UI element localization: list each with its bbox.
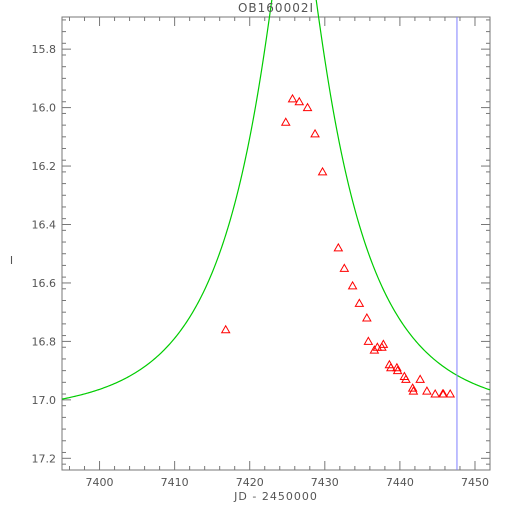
data-point bbox=[438, 389, 449, 398]
x-tick-label: 7410 bbox=[161, 476, 189, 489]
y-tick-label: 17.2 bbox=[32, 452, 57, 465]
data-point bbox=[317, 166, 328, 176]
plot-frame bbox=[61, 16, 491, 471]
y-tick-label: 17.0 bbox=[32, 394, 57, 407]
data-point bbox=[430, 389, 441, 398]
data-point bbox=[354, 298, 365, 307]
data-point bbox=[422, 386, 432, 395]
data-point bbox=[408, 386, 419, 395]
x-tick-label: 7400 bbox=[86, 476, 114, 489]
x-tick-label: 7430 bbox=[311, 476, 339, 489]
y-tick-label: 16.4 bbox=[32, 219, 57, 232]
data-point bbox=[369, 345, 380, 354]
data-point bbox=[280, 117, 291, 126]
data-point bbox=[407, 383, 418, 392]
data-point bbox=[392, 365, 403, 375]
x-tick-label: 7450 bbox=[461, 476, 489, 489]
y-tick-label: 16.0 bbox=[32, 102, 57, 115]
data-point bbox=[339, 263, 350, 272]
data-point bbox=[401, 374, 411, 383]
x-axis-label: JD - 2450000 bbox=[233, 490, 318, 503]
data-point bbox=[378, 339, 389, 348]
x-tick-label: 7420 bbox=[236, 476, 264, 489]
data-point bbox=[392, 362, 402, 372]
data-point bbox=[363, 336, 374, 345]
y-axis-label: I bbox=[10, 254, 14, 267]
data-point bbox=[347, 280, 358, 290]
y-tick-label: 16.2 bbox=[32, 160, 57, 173]
y-tick-label: 16.6 bbox=[32, 277, 57, 290]
data-point bbox=[310, 128, 320, 138]
chart-title: OB160002I bbox=[238, 1, 314, 15]
y-tick-label: 15.8 bbox=[32, 43, 57, 56]
data-point bbox=[445, 389, 456, 398]
x-tick-label: 7440 bbox=[386, 476, 414, 489]
data-point bbox=[220, 324, 231, 334]
model-curve bbox=[61, 0, 491, 400]
data-point bbox=[361, 313, 372, 322]
data-points bbox=[220, 93, 456, 398]
model-curve-group bbox=[61, 0, 491, 400]
y-tick-label: 16.8 bbox=[32, 335, 57, 348]
data-point bbox=[287, 93, 298, 103]
y-ticks: 15.8 16.0 16.2 16.4 16.6 16.8 17.0 17.2 bbox=[32, 19, 490, 465]
data-point bbox=[415, 374, 426, 383]
x-ticks: 7400 7410 7420 7430 7440 7450 bbox=[69, 17, 491, 489]
data-point bbox=[302, 102, 313, 112]
data-point bbox=[333, 242, 344, 252]
data-point bbox=[294, 96, 305, 106]
data-point bbox=[386, 362, 396, 372]
